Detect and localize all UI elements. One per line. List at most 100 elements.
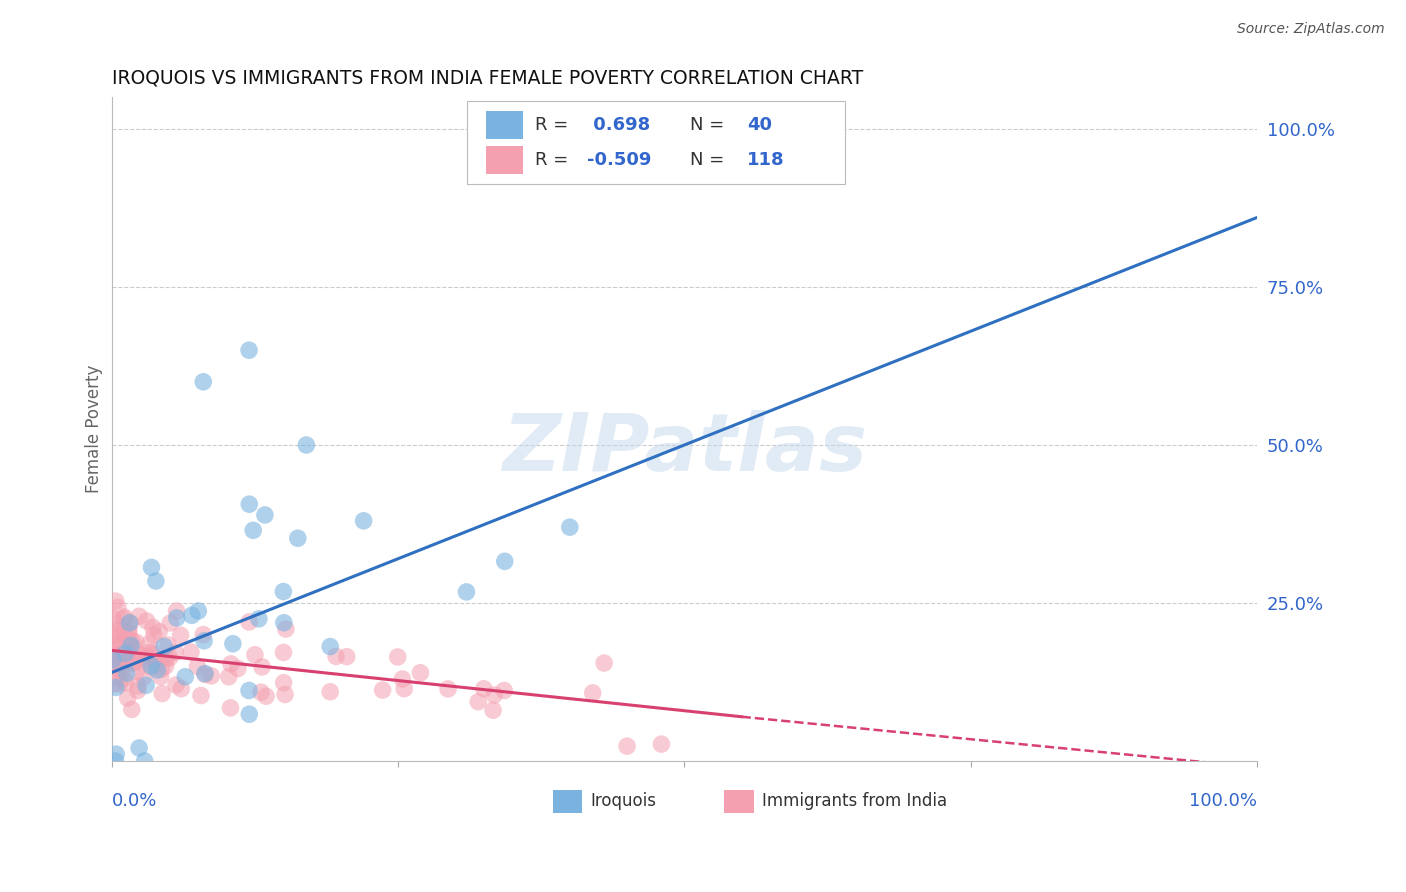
Point — [135, 614, 157, 628]
Point — [242, 524, 264, 538]
Point — [155, 659, 177, 673]
Point — [105, 634, 128, 648]
Point — [250, 685, 273, 699]
Text: N =: N = — [690, 151, 730, 169]
Point — [105, 616, 128, 631]
Point — [135, 678, 157, 692]
Point — [593, 656, 616, 670]
Text: IROQUOIS VS IMMIGRANTS FROM INDIA FEMALE POVERTY CORRELATION CHART: IROQUOIS VS IMMIGRANTS FROM INDIA FEMALE… — [111, 69, 863, 87]
Y-axis label: Female Poverty: Female Poverty — [86, 365, 103, 493]
Point — [110, 659, 132, 673]
Point — [169, 628, 191, 642]
Point — [118, 615, 141, 630]
Point — [174, 670, 197, 684]
Point — [437, 681, 460, 696]
Point — [108, 677, 131, 691]
Point — [125, 655, 148, 669]
Point — [118, 623, 141, 637]
Point — [484, 688, 506, 702]
Point — [108, 662, 131, 676]
Point — [219, 657, 242, 671]
Point — [104, 754, 127, 768]
Point — [141, 660, 163, 674]
Text: Iroquois: Iroquois — [591, 792, 657, 810]
Text: -0.509: -0.509 — [586, 151, 651, 169]
Point — [219, 701, 242, 715]
Text: R =: R = — [536, 116, 575, 134]
Point — [118, 633, 141, 648]
Point — [115, 653, 138, 667]
Point — [101, 611, 124, 625]
Point — [104, 681, 127, 695]
Point — [101, 649, 124, 664]
Point — [120, 639, 142, 653]
Point — [127, 647, 149, 661]
Text: 40: 40 — [748, 116, 772, 134]
Point — [238, 343, 260, 358]
Point — [103, 677, 125, 691]
Point — [117, 691, 139, 706]
Point — [107, 600, 129, 615]
Point — [165, 678, 187, 692]
Point — [142, 628, 165, 642]
Point — [155, 651, 177, 665]
Point — [295, 438, 318, 452]
Point — [111, 634, 134, 648]
Point — [200, 669, 222, 683]
Point — [127, 683, 149, 698]
Point — [319, 640, 342, 654]
Text: 100.0%: 100.0% — [1189, 792, 1257, 810]
Point — [494, 683, 516, 698]
Point — [112, 610, 135, 624]
Point — [122, 657, 145, 671]
Point — [166, 604, 188, 618]
Point — [166, 611, 188, 625]
Point — [104, 647, 127, 661]
Point — [153, 640, 176, 654]
Point — [101, 648, 124, 663]
Point — [128, 741, 150, 756]
Point — [115, 666, 138, 681]
Point — [353, 514, 375, 528]
Text: Source: ZipAtlas.com: Source: ZipAtlas.com — [1237, 22, 1385, 37]
Point — [125, 665, 148, 679]
Point — [103, 671, 125, 685]
Point — [112, 612, 135, 626]
Point — [108, 628, 131, 642]
Point — [218, 670, 240, 684]
Text: N =: N = — [690, 116, 730, 134]
Point — [105, 747, 128, 761]
Point — [143, 657, 166, 671]
Point — [274, 622, 297, 636]
Point — [409, 665, 432, 680]
Point — [124, 655, 146, 669]
Point — [247, 612, 270, 626]
Point — [111, 672, 134, 686]
Point — [226, 661, 249, 675]
Point — [494, 554, 516, 568]
Point — [193, 627, 215, 641]
Text: Immigrants from India: Immigrants from India — [762, 792, 948, 810]
Point — [127, 679, 149, 693]
Point — [165, 645, 187, 659]
Point — [392, 681, 415, 696]
Point — [274, 688, 297, 702]
Point — [115, 644, 138, 658]
Point — [325, 649, 347, 664]
Point — [254, 690, 277, 704]
Point — [138, 651, 160, 665]
Point — [243, 648, 266, 662]
Point — [132, 670, 155, 684]
Point — [238, 615, 260, 629]
Point — [150, 652, 173, 666]
FancyBboxPatch shape — [486, 145, 523, 174]
Text: R =: R = — [536, 151, 575, 169]
Point — [253, 508, 276, 522]
Point — [121, 633, 143, 648]
Point — [148, 624, 170, 639]
Point — [107, 653, 129, 667]
Point — [616, 739, 638, 753]
Point — [117, 638, 139, 652]
Point — [101, 659, 124, 673]
Point — [180, 608, 202, 623]
